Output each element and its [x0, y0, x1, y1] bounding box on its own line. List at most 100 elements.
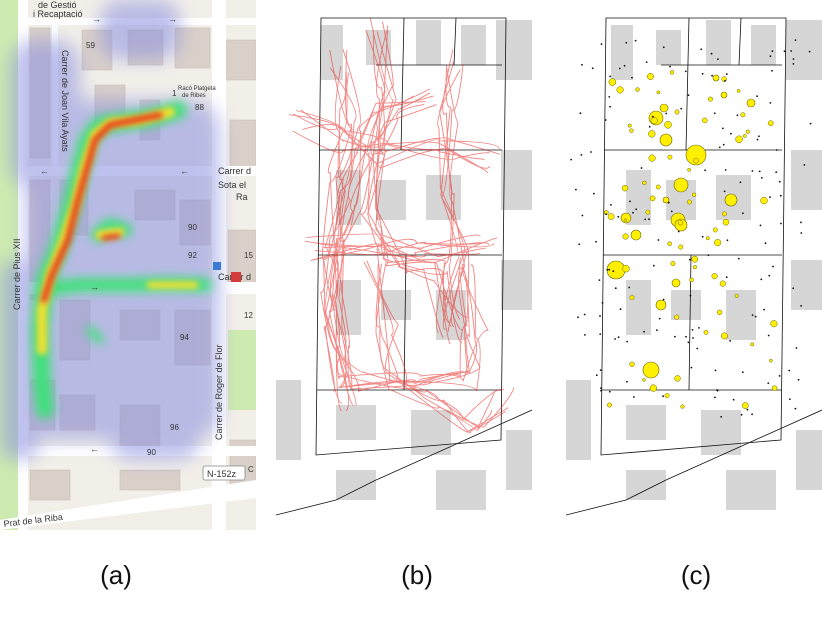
stop-point	[629, 295, 635, 301]
stop-point	[714, 239, 722, 247]
trajectory-line	[359, 21, 463, 343]
stop-dot	[792, 287, 795, 290]
stop-dot	[635, 208, 638, 211]
stop-dot	[628, 286, 631, 289]
stop-dot	[758, 135, 760, 138]
stop-point	[649, 384, 657, 392]
stop-dot	[658, 317, 661, 320]
stop-dot	[720, 415, 723, 418]
pharmacy-icon	[231, 272, 241, 282]
road-badge-box	[202, 465, 246, 481]
stop-point	[607, 402, 612, 408]
trajectory-line	[377, 263, 506, 434]
stop-point	[647, 73, 654, 80]
trajectory-line	[324, 88, 481, 390]
stop-dot	[767, 382, 770, 384]
street-label-joan-vila-ayats: Carrer de Joan Vila Ayats	[60, 50, 70, 152]
house-number: C	[248, 465, 254, 474]
stop-point	[736, 89, 741, 93]
trajectory-line	[367, 30, 463, 331]
stop-dot	[674, 335, 676, 338]
stop-dot	[767, 334, 770, 337]
house-number: 92	[188, 251, 197, 260]
trajectory-line	[445, 65, 465, 328]
stop-dot	[751, 413, 753, 416]
stop-dot	[769, 102, 772, 104]
stop-dot	[780, 222, 782, 225]
stop-point	[741, 402, 749, 409]
stop-dot	[690, 366, 693, 369]
stop-dot	[667, 201, 670, 204]
stop-dot	[631, 76, 633, 79]
stop-point	[670, 261, 676, 267]
house-number: 59	[86, 41, 95, 50]
stop-point	[716, 309, 723, 316]
stop-point	[720, 332, 728, 340]
stop-point	[746, 98, 756, 108]
stop-dot	[778, 375, 781, 377]
stop-point	[674, 375, 681, 382]
stop-point	[692, 265, 697, 270]
stop-dot	[609, 105, 611, 108]
stop-dot	[648, 125, 651, 128]
stop-point	[655, 184, 661, 190]
stop-point	[629, 361, 635, 367]
stop-point	[659, 103, 669, 113]
stop-dot	[725, 73, 728, 75]
stop-dot	[604, 119, 607, 121]
stop-dot	[614, 338, 616, 340]
stop-dot	[809, 122, 812, 125]
stop-dot	[723, 190, 726, 193]
stop-dot	[598, 279, 601, 281]
stop-dot	[769, 196, 771, 199]
stop-point	[667, 241, 672, 246]
trajectory-line	[325, 103, 468, 390]
stop-dot	[778, 180, 781, 183]
stop-dot	[625, 41, 628, 44]
heatmap-map: de Gestió i Recaptació Racó Platgeta de …	[0, 0, 256, 530]
stop-dot	[775, 149, 778, 151]
stop-dot	[575, 188, 577, 191]
stop-dot	[808, 50, 811, 53]
stop-point	[750, 342, 755, 347]
stop-point	[687, 167, 691, 172]
stop-dot	[581, 63, 583, 66]
caption-c: (c)	[680, 560, 712, 590]
trajectory-line	[376, 31, 451, 323]
stop-dot	[590, 151, 592, 153]
stop-dot	[741, 371, 744, 374]
stop-dot	[800, 221, 802, 224]
stop-dot	[619, 308, 622, 311]
stop-point	[693, 157, 699, 164]
stop-dot	[662, 46, 665, 49]
trajectory-line	[320, 92, 481, 392]
stop-point	[669, 70, 675, 75]
house-number: 90	[147, 448, 156, 457]
trajectory-line	[375, 262, 515, 428]
stop-dot	[570, 158, 572, 161]
trajectory-line	[440, 64, 469, 332]
stop-dot	[724, 79, 726, 82]
stop-dot	[662, 298, 665, 301]
trajectory-line	[375, 30, 469, 318]
stop-dot	[595, 374, 598, 377]
stop-point	[649, 195, 656, 202]
stop-point	[645, 209, 651, 215]
caption-b: (b)	[401, 560, 433, 590]
stop-point	[620, 212, 632, 224]
stop-dot	[657, 239, 660, 241]
stop-point	[674, 109, 680, 115]
stop-dot	[669, 65, 671, 68]
stop-dot	[713, 112, 716, 115]
stop-point	[720, 91, 728, 99]
stop-dot	[600, 389, 602, 392]
stop-dot	[758, 170, 761, 173]
stop-dot	[707, 254, 710, 257]
stop-point	[629, 128, 634, 133]
stop-dot	[580, 154, 583, 156]
stop-point	[735, 135, 743, 144]
stop-point	[630, 229, 642, 241]
stop-point	[671, 278, 681, 288]
stop-dot	[742, 212, 744, 215]
stop-dot	[783, 50, 786, 53]
